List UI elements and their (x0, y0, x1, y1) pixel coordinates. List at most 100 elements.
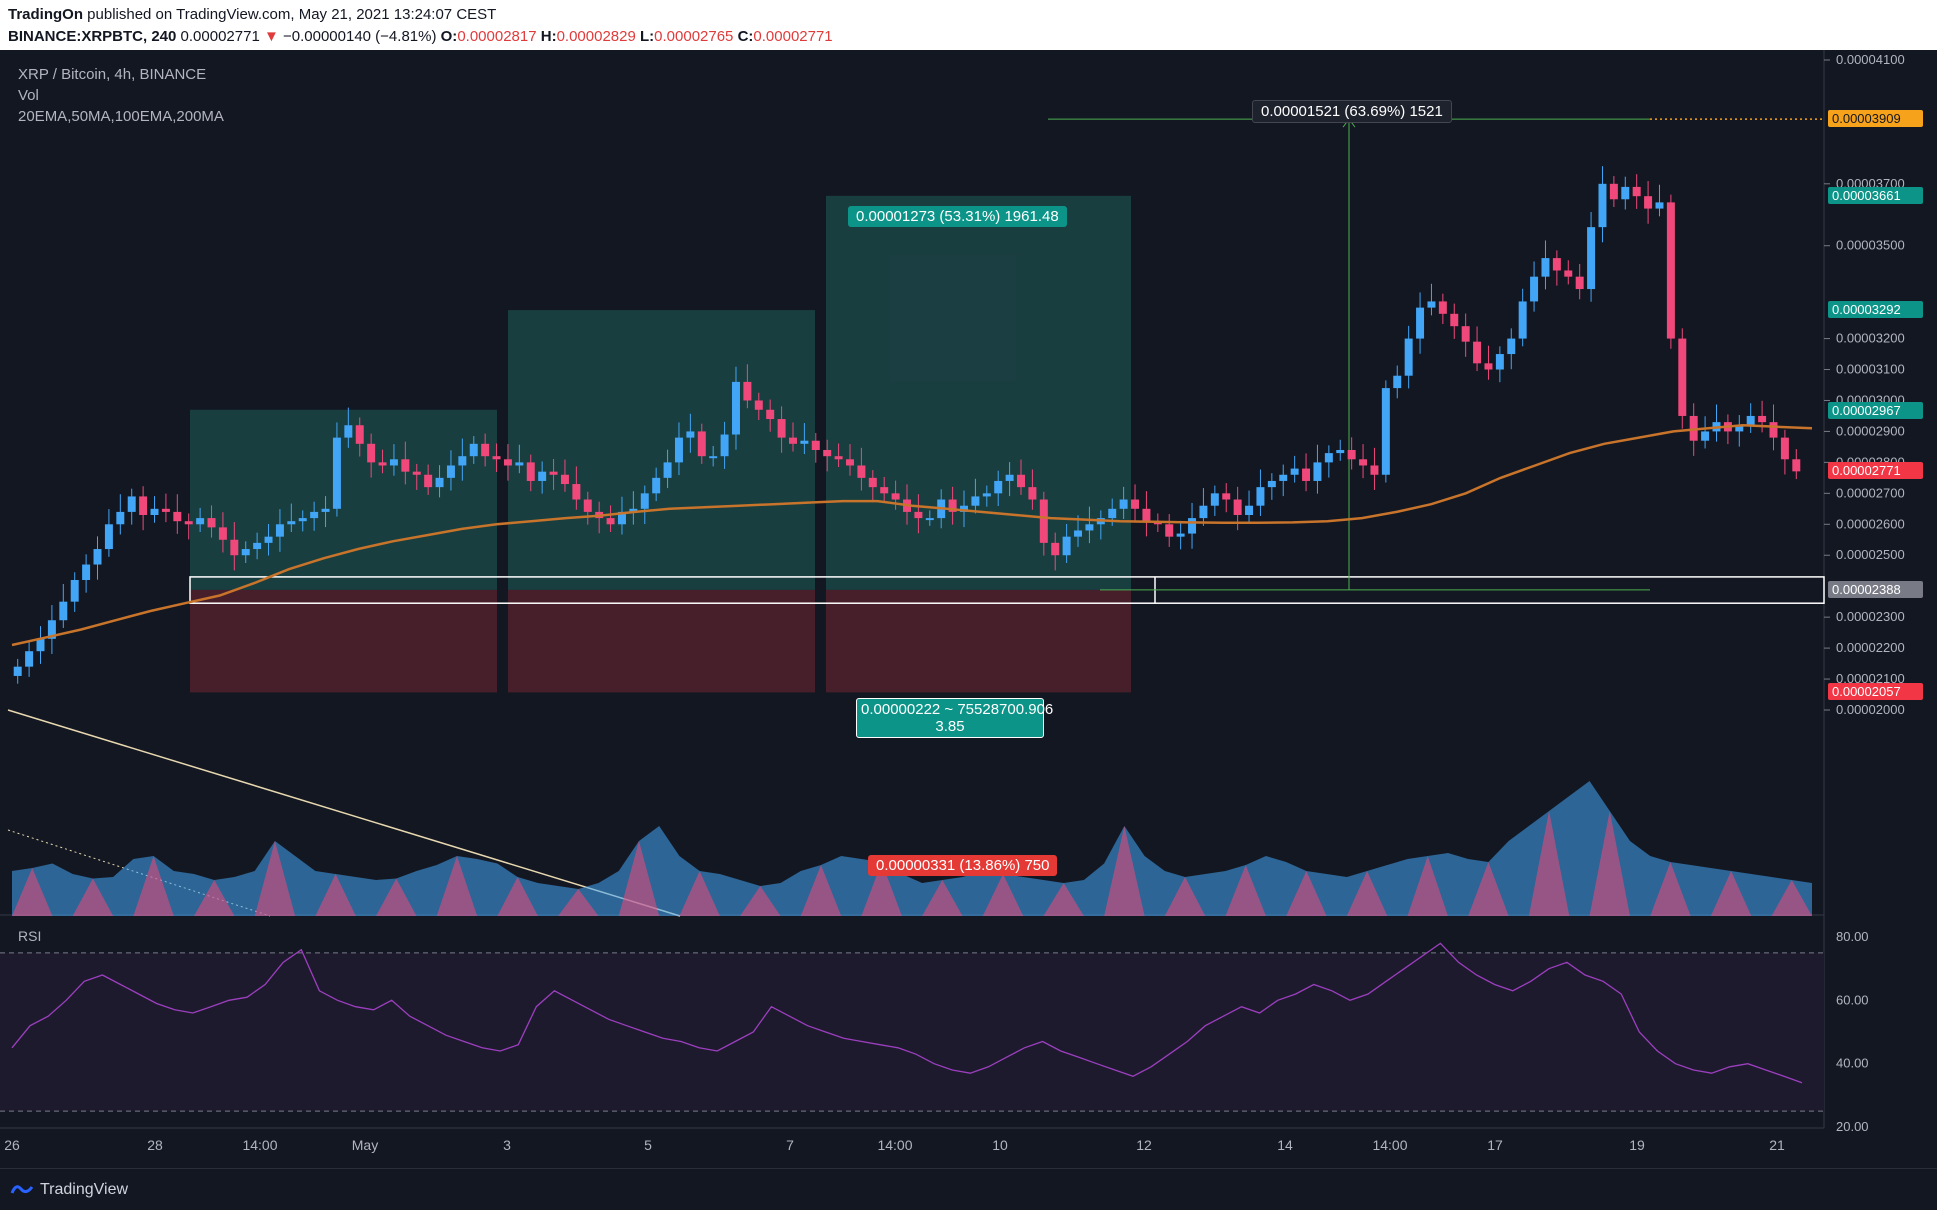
candle-body (1564, 270, 1573, 277)
candle-body (344, 425, 353, 438)
price-chart[interactable]: 0.000041000.000037000.000035000.00003200… (0, 50, 1937, 1168)
candle-body (1131, 499, 1140, 509)
candle-body (606, 518, 615, 525)
candle-body (1051, 542, 1060, 556)
candle-body (1587, 227, 1596, 290)
candle-body (811, 440, 820, 450)
candle-body (1701, 431, 1710, 441)
support-zone-rectangle (189, 576, 1825, 604)
price-tick-label: 0.00002700 (1836, 485, 1905, 500)
rsi-tick-label: 20.00 (1836, 1119, 1869, 1134)
candle-body (1678, 338, 1687, 416)
candle-body (1233, 499, 1242, 515)
candle-body (253, 542, 262, 550)
candle-body (207, 518, 216, 528)
candle-body (1222, 493, 1231, 500)
candle-body (1746, 415, 1755, 426)
candle-body (1005, 474, 1014, 481)
time-tick-label: 10 (992, 1137, 1008, 1153)
price-tick-label: 0.00002500 (1836, 547, 1905, 562)
candle-body (1267, 480, 1276, 488)
stop-loss-zone (508, 589, 815, 693)
candle-body (1484, 363, 1493, 370)
candle-body (1302, 468, 1311, 481)
range-callout: 0.00000222 ~ 75528700.906 3.85 (856, 698, 1053, 738)
candle-body (868, 477, 877, 488)
candle-body (424, 474, 433, 488)
candle-body (1256, 487, 1265, 506)
chart-title: XRP / Bitcoin, 4h, BINANCE (18, 66, 207, 83)
candle-body (1313, 462, 1322, 481)
volume-down-area (12, 811, 1812, 916)
price-tick-label: 0.00003100 (1836, 362, 1905, 377)
price-tag: 0.00003292 (1828, 301, 1923, 319)
price-tag: 0.00002057 (1828, 683, 1923, 701)
candle-body (515, 462, 524, 466)
rsi-tick-label: 80.00 (1836, 929, 1869, 944)
footer-brand[interactable]: TradingView (40, 1181, 129, 1198)
rsi-tick-label: 60.00 (1836, 992, 1869, 1007)
candle-body (1598, 183, 1607, 228)
rsi-legend: RSI (18, 928, 42, 944)
candle-body (914, 511, 923, 519)
low-label: L: (639, 28, 655, 45)
candle-body (492, 456, 501, 460)
candle-body (880, 487, 889, 494)
candle-body (1416, 307, 1425, 339)
high-label: H: (540, 28, 557, 45)
candle-body (697, 431, 706, 457)
candle-body (401, 459, 410, 472)
measure-callout: 0.00001521 (63.69%) 1521 (1252, 100, 1452, 123)
price-tick-label: 0.00003200 (1836, 331, 1905, 346)
candle-body (1575, 276, 1584, 290)
candle-body (777, 419, 786, 438)
ma-legend: 20EMA,50MA,100EMA,200MA (18, 108, 224, 125)
candle-body (925, 518, 934, 521)
candle-body (1541, 258, 1550, 277)
price-tick-label: 0.00002200 (1836, 640, 1905, 655)
candle-body (617, 511, 626, 525)
candle-body (1507, 338, 1516, 355)
candle-body (743, 381, 752, 401)
stop-loss-zone (826, 589, 1131, 693)
drawing-tools (7, 118, 1825, 917)
candle-body (378, 462, 387, 466)
range-callout-line2: 3.85 (935, 718, 965, 735)
time-tick-label: 17 (1487, 1137, 1503, 1153)
ma-line (11, 423, 1813, 647)
volume-bars (12, 781, 1812, 916)
candle-body (1245, 505, 1254, 515)
price-tick-label: 0.00002300 (1836, 609, 1905, 624)
candle-body (127, 496, 136, 512)
open-value: 0.00002817 (457, 28, 537, 45)
candle-body (1689, 415, 1698, 441)
price-tick-label: 0.00002100 (1836, 671, 1905, 686)
candle-body (1370, 465, 1379, 475)
candle-body (1039, 499, 1048, 543)
candle-body (196, 518, 205, 525)
candle-body (560, 474, 569, 485)
tradingview-logo-icon (10, 1185, 34, 1194)
candle-body (25, 651, 34, 667)
price-tag: 0.00003661 (1828, 186, 1923, 204)
time-tick-label: May (352, 1137, 378, 1153)
rsi-pane (0, 942, 1824, 1112)
publisher-name[interactable]: TradingOn (8, 6, 83, 23)
candle-body (674, 437, 683, 463)
candle-body (526, 462, 535, 481)
candle-body (1074, 530, 1083, 537)
candle-body (1666, 202, 1675, 339)
price-tick-label: 0.00002000 (1836, 702, 1905, 717)
time-tick-label: 14:00 (242, 1137, 277, 1153)
candle-body (218, 527, 227, 540)
time-tick-label: 14:00 (877, 1137, 912, 1153)
candle-body (1336, 450, 1345, 454)
time-tick-label: 14 (1277, 1137, 1293, 1153)
candle-body (652, 477, 661, 494)
candle-body (1165, 524, 1174, 537)
candle-body (549, 471, 558, 475)
candle-body (275, 524, 284, 537)
candle-body (458, 456, 467, 466)
candle-body (241, 549, 250, 556)
candle-body (538, 471, 547, 481)
